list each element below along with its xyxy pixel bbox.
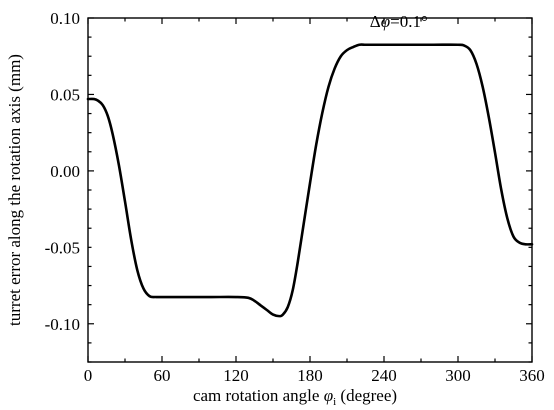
y-tick-label: -0.05 [45, 238, 80, 257]
labels: 0 60 120 180 240 300 360 0.10 0.05 0.00 -0.05 -0.10… [5, 9, 545, 408]
series [86, 43, 534, 318]
x-tick-label: 120 [223, 366, 249, 385]
x-tick-label: 360 [519, 366, 545, 385]
y-axis-title: turret error along the rotation axis (mm… [5, 54, 24, 326]
y-tick-label: 0.00 [50, 162, 80, 181]
ticks [87, 17, 533, 363]
x-tick-label: 240 [371, 366, 397, 385]
y-tick-label: 0.05 [50, 85, 80, 104]
x-tick-label: 0 [84, 366, 93, 385]
x-tick-label: 60 [154, 366, 171, 385]
series-line-0 [86, 43, 534, 318]
x-axis-title: cam rotation angle φi (degree) [193, 386, 397, 408]
y-tick-label: -0.10 [45, 315, 80, 334]
x-tick-label: 180 [297, 366, 323, 385]
y-tick-label: 0.10 [50, 9, 80, 28]
annotation-text: Δφ=0.1° [370, 12, 428, 31]
x-tick-label: 300 [445, 366, 471, 385]
